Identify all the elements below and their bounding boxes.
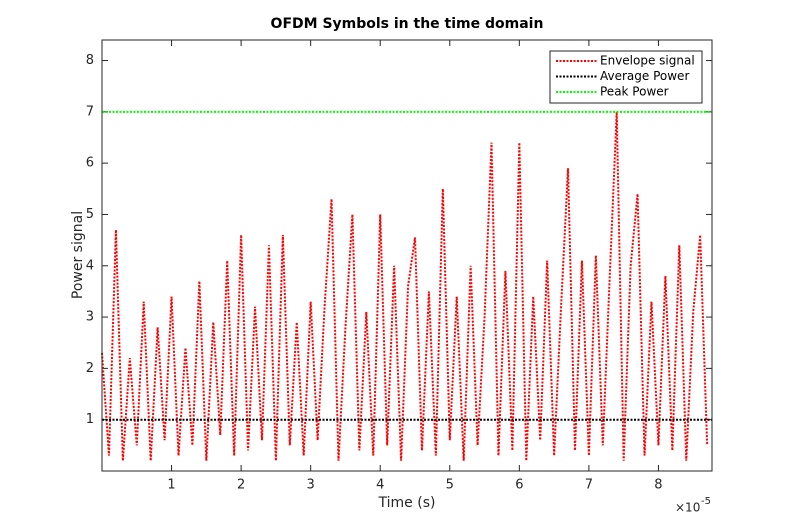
x-tick-label: 4 [376, 478, 384, 493]
x-tick-label: 1 [167, 478, 175, 493]
x-tick-label: 2 [237, 478, 245, 493]
envelope-line [101, 111, 709, 461]
y-tick-label: 4 [86, 258, 94, 273]
legend-label: Peak Power [600, 85, 669, 99]
x-axis-label: Time (s) [378, 495, 436, 511]
x-multiplier-exponent: -5 [701, 496, 711, 507]
x-tick-label: 5 [446, 478, 454, 493]
x-tick-label: 7 [585, 478, 593, 493]
x-tick-label: 6 [515, 478, 523, 493]
y-tick-label: 7 [86, 104, 94, 119]
y-axis-label: Power signal [70, 211, 86, 299]
plot-frame [101, 39, 713, 472]
legend-label: Envelope signal [600, 54, 695, 68]
y-tick-label: 8 [86, 53, 94, 68]
y-tick-label: 2 [86, 361, 94, 376]
chart-title: OFDM Symbols in the time domain [271, 16, 544, 32]
y-tick-label: 6 [86, 156, 94, 171]
x-tick-label: 8 [654, 478, 662, 493]
y-tick-label: 3 [86, 310, 94, 325]
legend-label: Average Power [600, 69, 689, 83]
x-multiplier-base: ×10 [675, 501, 700, 515]
y-tick-label: 5 [86, 207, 94, 222]
x-tick-label: 3 [307, 478, 315, 493]
y-tick-label: 1 [86, 412, 94, 427]
